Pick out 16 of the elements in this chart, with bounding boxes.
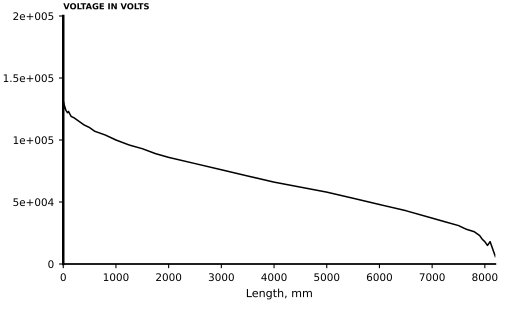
y-tick-label: 1e+005 (14, 136, 54, 144)
y-tick-label: 0 (48, 260, 54, 268)
x-tick-label: 6000 (366, 273, 392, 282)
x-tick-label: 4000 (261, 273, 287, 282)
y-tick-label: 1.5e+005 (4, 74, 54, 82)
y-axis-title: VOLTAGE IN VOLTS (63, 3, 149, 10)
x-tick-label: 5000 (314, 273, 340, 282)
y-tick-label: 5e+004 (13, 198, 54, 206)
x-axis-title: Length, mm (246, 288, 312, 300)
x-tick-label: 1000 (104, 273, 129, 282)
x-tick-label: 8000 (472, 273, 498, 282)
x-tick-label: 0 (60, 273, 66, 282)
x-tick-label: 2000 (156, 273, 182, 282)
y-tick-label: 2e+005 (13, 12, 54, 20)
x-tick-label: 3000 (208, 273, 234, 282)
x-tick-label: 7000 (420, 273, 445, 282)
